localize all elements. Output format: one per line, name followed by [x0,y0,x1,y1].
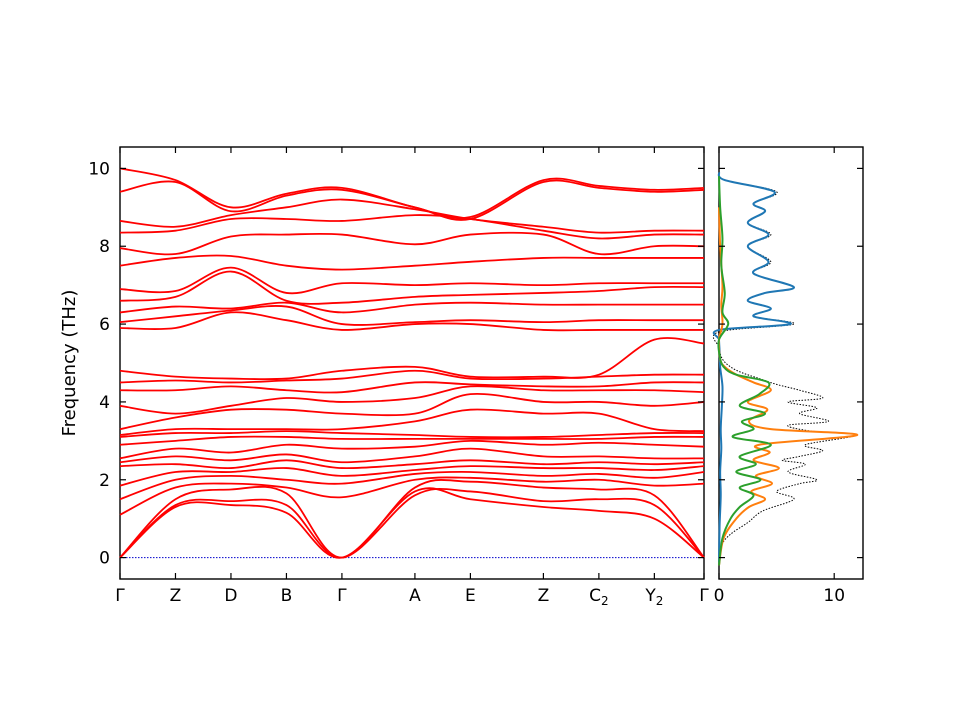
dos-x-tick-label: 10 [823,586,845,606]
band-line-24 [119,231,705,256]
band-line-8 [119,447,705,464]
high-symmetry-label: Γ [337,586,347,606]
dos-curve-3 [717,207,859,566]
band-line-5 [119,470,705,501]
high-symmetry-label: Z [170,586,182,606]
high-symmetry-label: C2 [589,586,609,608]
band-line-27 [119,179,705,221]
high-symmetry-label: Γ [699,586,709,606]
band-line-21 [119,270,705,305]
band-line-28 [119,167,705,220]
high-symmetry-label: B [281,586,293,606]
band-line-9 [119,439,705,460]
band-line-22 [119,266,704,295]
band-line-7 [119,459,705,470]
high-symmetry-label: E [465,586,476,606]
band-line-4 [119,476,705,516]
dos-panel: 0 10 [712,146,864,606]
y-tick-label: 0 [99,549,110,569]
band-line-26 [119,198,705,234]
dos-ticks: 0 10 [714,147,863,606]
band-line-6 [119,465,705,487]
band-line-1 [119,487,705,559]
high-symmetry-label: Z [538,586,550,606]
high-symmetry-label: D [224,586,237,606]
dos-series-group [712,171,859,566]
y-tick-label: 8 [99,237,110,257]
band-y-axis-label: Frequency (THz) [59,290,80,437]
band-line-17 [119,337,705,381]
band-line-25 [119,214,705,240]
y-tick-label: 10 [88,159,110,179]
band-line-20 [119,301,704,314]
high-symmetry-label: Γ [115,586,125,606]
y-tick-label: 6 [99,315,110,335]
band-structure-panel: 0 2 4 6 8 10 Γ Z D B Γ A E Z C2 Y2 Γ Frequency (THz) [59,146,709,608]
band-line-3 [119,478,705,559]
dos-x-tick-label: 0 [714,586,725,606]
band-line-11 [119,430,705,439]
dos-curve-1 [712,172,858,566]
band-line-14 [119,385,705,415]
band-x-ticks: Γ Z D B Γ A E Z C2 Y2 Γ [115,147,709,608]
band-line-2 [119,487,705,559]
band-line-10 [119,435,705,446]
band-line-23 [119,254,704,271]
band-series-group [119,167,705,559]
band-line-12 [119,408,705,436]
band-line-13 [119,392,705,431]
band-line-16 [119,369,705,384]
band-y-ticks: 0 2 4 6 8 10 [88,159,704,569]
band-line-18 [119,311,704,332]
dos-curve-4 [717,176,772,566]
band-line-15 [119,381,705,394]
band-line-19 [119,305,704,326]
band-plot-frame [119,146,705,580]
high-symmetry-label: A [409,586,421,606]
y-tick-label: 2 [99,471,110,491]
dos-curve-2 [712,171,795,566]
y-tick-label: 4 [99,393,110,413]
high-symmetry-label: Y2 [644,586,663,608]
